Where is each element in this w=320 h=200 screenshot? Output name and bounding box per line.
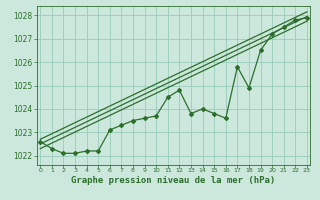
X-axis label: Graphe pression niveau de la mer (hPa): Graphe pression niveau de la mer (hPa) [71, 176, 276, 185]
